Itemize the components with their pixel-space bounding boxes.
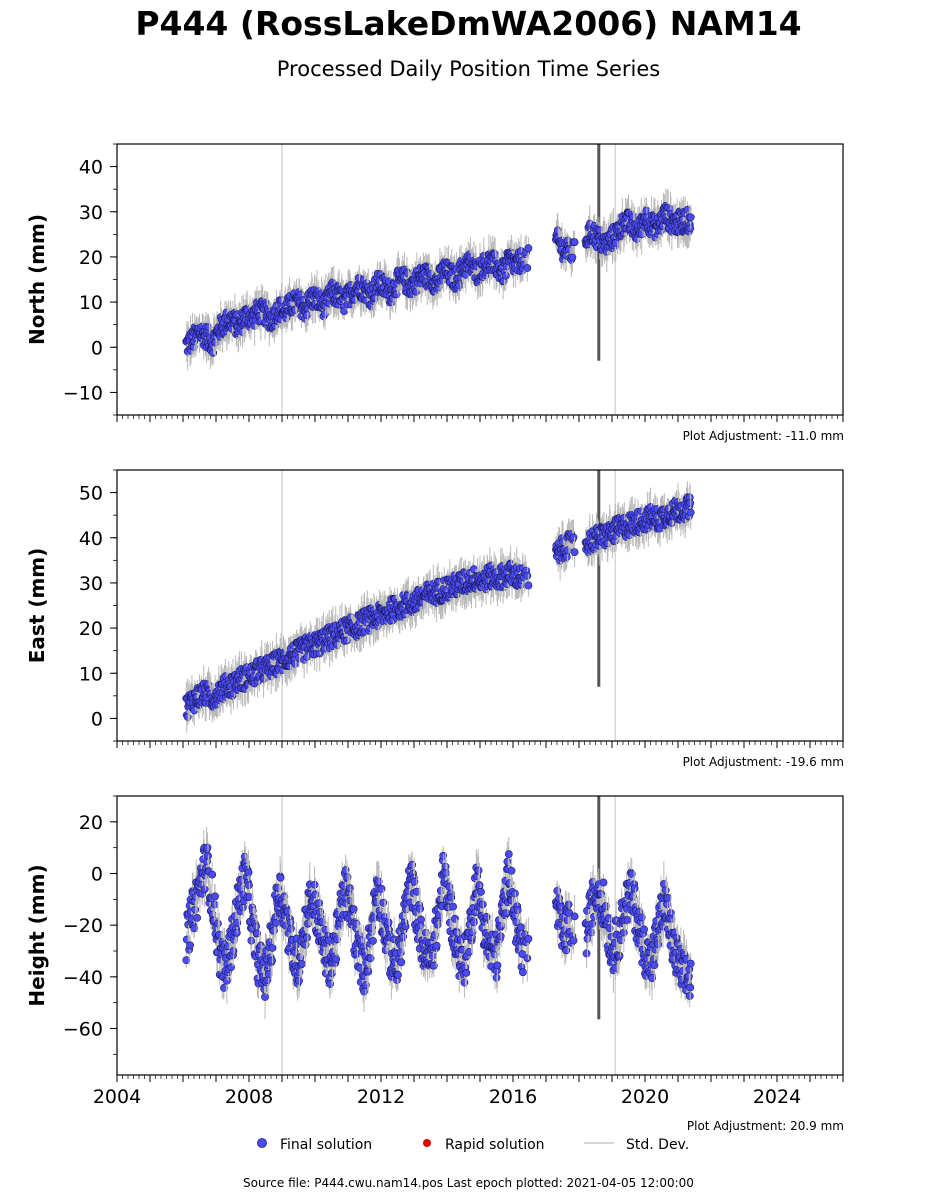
data-point bbox=[261, 993, 269, 1001]
y-tick-label: 10 bbox=[79, 663, 103, 685]
y-tick-label: 30 bbox=[79, 573, 103, 595]
y-tick-label: 50 bbox=[79, 483, 103, 505]
data-point bbox=[208, 870, 217, 879]
data-point bbox=[392, 290, 401, 299]
y-tick-label: 0 bbox=[91, 337, 103, 359]
points-height bbox=[182, 827, 695, 1019]
data-point bbox=[186, 941, 194, 950]
y-tick-label: 40 bbox=[79, 157, 103, 179]
data-point bbox=[569, 533, 578, 542]
data-point bbox=[343, 636, 351, 645]
y-tick-label: −10 bbox=[63, 382, 103, 404]
data-point bbox=[686, 508, 695, 517]
data-point bbox=[211, 892, 219, 901]
data-point bbox=[193, 913, 202, 922]
y-tick-label: 0 bbox=[91, 708, 103, 730]
data-point bbox=[686, 213, 695, 222]
data-point bbox=[570, 548, 579, 556]
y-axis-label-east: East (mm) bbox=[25, 548, 49, 664]
data-point bbox=[332, 955, 341, 964]
points-north bbox=[182, 188, 695, 371]
y-tick-label: 20 bbox=[79, 247, 103, 269]
page-title: P444 (RossLakeDmWA2006) NAM14 bbox=[135, 4, 802, 43]
y-tick-label: 20 bbox=[79, 618, 103, 640]
points-east bbox=[182, 481, 695, 733]
data-point bbox=[315, 899, 324, 907]
data-point bbox=[523, 571, 532, 580]
y-tick-label: 30 bbox=[79, 202, 103, 224]
y-tick-label: 10 bbox=[79, 292, 103, 314]
data-point bbox=[287, 924, 295, 933]
data-point bbox=[268, 943, 277, 952]
data-point bbox=[303, 933, 311, 942]
data-point bbox=[523, 264, 532, 272]
data-point bbox=[297, 959, 306, 968]
y-tick-label: 40 bbox=[79, 528, 103, 550]
data-point bbox=[349, 905, 358, 914]
data-point bbox=[562, 552, 571, 561]
data-point bbox=[276, 873, 285, 882]
y-axis-label-north: North (mm) bbox=[25, 214, 49, 345]
data-point bbox=[568, 253, 577, 262]
data-point bbox=[524, 244, 533, 253]
data-point bbox=[310, 880, 319, 889]
data-point bbox=[570, 238, 579, 247]
data-point bbox=[311, 890, 320, 899]
data-point bbox=[244, 868, 253, 877]
data-point bbox=[227, 963, 235, 972]
data-point bbox=[455, 281, 464, 290]
data-point bbox=[271, 918, 280, 927]
page-subtitle: Processed Daily Position Time Series bbox=[276, 57, 661, 81]
data-point bbox=[524, 581, 533, 590]
